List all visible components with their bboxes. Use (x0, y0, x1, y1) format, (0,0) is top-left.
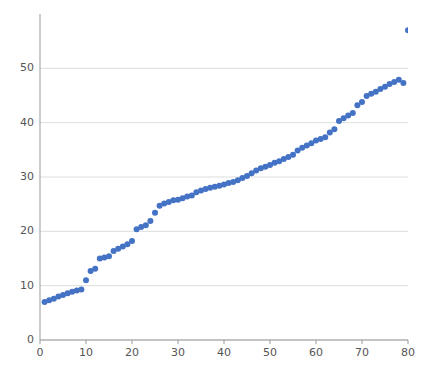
chart: 0 10 20 30 40 50 0 10 20 30 40 50 60 70 80 (0, 0, 424, 370)
point (322, 134, 328, 140)
point (92, 266, 98, 272)
tick-label: 60 (309, 346, 323, 359)
grid-line (40, 340, 408, 341)
tick-mark (40, 340, 41, 344)
grid-line (40, 285, 408, 286)
tick-label: 0 (27, 333, 34, 346)
point (290, 152, 296, 158)
tick-mark (132, 340, 133, 344)
point (143, 222, 149, 228)
point (83, 277, 89, 283)
x-axis-line (40, 340, 408, 341)
point (147, 218, 153, 224)
tick-label: 10 (79, 346, 93, 359)
tick-label: 30 (20, 170, 34, 183)
point (152, 210, 158, 216)
tick-label: 50 (20, 61, 34, 74)
tick-label: 0 (37, 346, 44, 359)
points (42, 27, 408, 305)
tick-label: 10 (20, 279, 34, 292)
point (359, 99, 365, 105)
tick-mark (408, 340, 409, 344)
tick-label: 70 (355, 346, 369, 359)
tick-label: 40 (20, 116, 34, 129)
grid-line (40, 177, 408, 178)
tick-label: 50 (263, 346, 277, 359)
point (78, 286, 84, 292)
tick-label: 80 (401, 346, 415, 359)
tick-label: 40 (217, 346, 231, 359)
tick-mark (178, 340, 179, 344)
point (129, 238, 135, 244)
point (400, 80, 406, 86)
tick-mark (270, 340, 271, 344)
tick-label: 20 (20, 224, 34, 237)
y-axis-line (40, 14, 41, 340)
tick-mark (316, 340, 317, 344)
tick-mark (86, 340, 87, 344)
grid-line (40, 231, 408, 232)
point (331, 126, 337, 132)
point (405, 27, 408, 33)
point (350, 110, 356, 116)
point (106, 253, 112, 259)
grid-line (40, 122, 408, 123)
grid-line (40, 68, 408, 69)
tick-label: 20 (125, 346, 139, 359)
tick-mark (362, 340, 363, 344)
tick-label: 30 (171, 346, 185, 359)
tick-mark (224, 340, 225, 344)
